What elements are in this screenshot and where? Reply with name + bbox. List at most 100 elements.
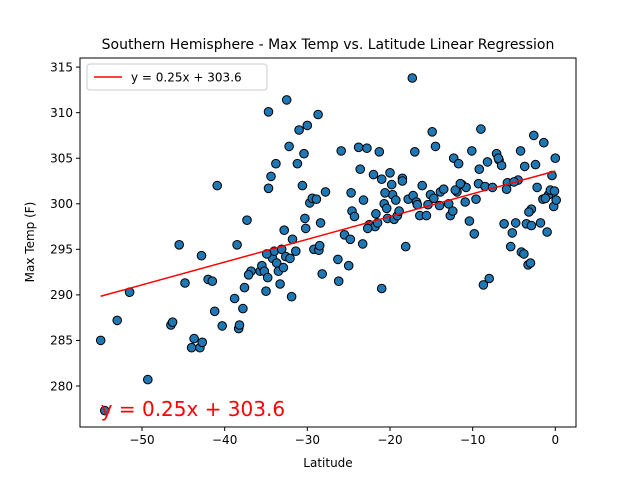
data-point-7 — [174, 240, 184, 250]
y-tick-label: 300 — [50, 197, 73, 211]
data-point-161 — [460, 197, 471, 207]
plot-frame — [79, 57, 577, 428]
data-point-157 — [519, 249, 529, 259]
data-point-123 — [478, 280, 489, 290]
data-point-172 — [243, 270, 254, 280]
points-layer — [95, 73, 562, 416]
data-point-60 — [315, 218, 326, 228]
data-point-103 — [427, 127, 438, 137]
data-point-52 — [300, 223, 311, 234]
data-point-28 — [262, 272, 273, 283]
data-point-79 — [374, 147, 385, 157]
data-point-17 — [232, 240, 242, 250]
legend: y = 0.25x + 303.6 — [86, 63, 268, 91]
data-point-143 — [530, 159, 541, 170]
y-tick-label: 315 — [50, 60, 73, 74]
data-point-169 — [311, 194, 322, 204]
data-point-175 — [180, 278, 190, 288]
data-point-145 — [535, 218, 546, 228]
x-tick-label: 0 — [552, 433, 560, 447]
data-point-93 — [400, 241, 411, 252]
x-tick-label: −50 — [129, 433, 154, 447]
data-point-11 — [196, 250, 207, 261]
data-point-76 — [368, 169, 379, 180]
data-point-100 — [417, 180, 428, 191]
data-point-117 — [467, 146, 477, 156]
data-point-53 — [302, 120, 313, 131]
data-point-71 — [353, 142, 364, 153]
data-point-181 — [526, 220, 537, 231]
y-tick-label: 305 — [50, 152, 73, 166]
data-point-183 — [540, 193, 551, 204]
data-point-177 — [455, 178, 466, 189]
plot-area — [79, 57, 577, 428]
data-point-4 — [143, 374, 153, 385]
data-point-40 — [279, 225, 290, 235]
data-point-121 — [474, 164, 485, 174]
data-point-9 — [189, 333, 199, 344]
data-point-122 — [476, 124, 486, 134]
regression-line — [100, 170, 556, 297]
data-point-64 — [336, 146, 347, 156]
y-axis-label: Max Temp (F) — [23, 202, 37, 283]
data-point-59 — [314, 240, 325, 251]
data-point-22 — [242, 215, 252, 225]
x-tick-label: −30 — [295, 433, 320, 447]
data-point-19 — [234, 320, 245, 330]
data-point-74 — [362, 143, 372, 153]
data-point-163 — [429, 193, 439, 204]
data-point-46 — [291, 246, 301, 256]
data-point-51 — [300, 213, 310, 224]
data-point-2 — [112, 315, 122, 326]
data-point-70 — [349, 211, 360, 222]
data-point-159 — [501, 184, 512, 194]
y-tick-label: 285 — [50, 334, 73, 348]
data-point-86 — [386, 179, 397, 190]
data-point-107 — [438, 184, 449, 194]
data-point-147 — [539, 137, 549, 148]
x-tick-label: −20 — [377, 433, 402, 447]
data-point-140 — [525, 258, 536, 268]
data-point-119 — [471, 194, 481, 204]
data-point-137 — [519, 161, 530, 172]
legend-entry: y = 0.25x + 303.6 — [131, 71, 242, 85]
data-point-85 — [385, 168, 395, 178]
data-point-15 — [209, 306, 220, 317]
data-point-113 — [453, 158, 464, 169]
data-point-95 — [407, 73, 418, 83]
data-point-44 — [286, 291, 297, 302]
data-point-29 — [263, 107, 274, 117]
data-point-30 — [263, 183, 274, 194]
data-point-49 — [297, 180, 308, 191]
data-point-1 — [100, 405, 110, 416]
data-point-168 — [333, 254, 343, 265]
data-point-167 — [362, 223, 373, 234]
data-point-73 — [358, 195, 369, 205]
data-point-57 — [313, 109, 323, 120]
data-point-37 — [275, 279, 285, 289]
chart-title: Southern Hemisphere - Max Temp vs. Latit… — [102, 37, 555, 53]
data-point-179 — [380, 188, 390, 198]
data-point-6 — [167, 317, 178, 328]
data-point-21 — [239, 282, 250, 293]
y-tick-label: 295 — [50, 243, 73, 257]
data-point-116 — [464, 216, 475, 226]
data-point-39 — [278, 262, 289, 273]
data-point-170 — [285, 253, 295, 264]
data-point-0 — [95, 335, 106, 346]
regression-layer — [100, 170, 556, 297]
data-point-156 — [524, 207, 534, 217]
x-tick-label: −10 — [460, 433, 485, 447]
x-axis-label: Latitude — [303, 456, 352, 470]
data-point-166 — [371, 209, 381, 219]
data-point-66 — [343, 260, 354, 271]
data-point-144 — [532, 182, 542, 193]
data-point-89 — [391, 195, 401, 205]
data-point-63 — [333, 276, 344, 287]
data-point-42 — [281, 95, 292, 105]
data-point-180 — [355, 164, 366, 174]
data-point-61 — [317, 269, 328, 279]
data-point-80 — [376, 174, 387, 184]
data-point-130 — [499, 219, 509, 229]
